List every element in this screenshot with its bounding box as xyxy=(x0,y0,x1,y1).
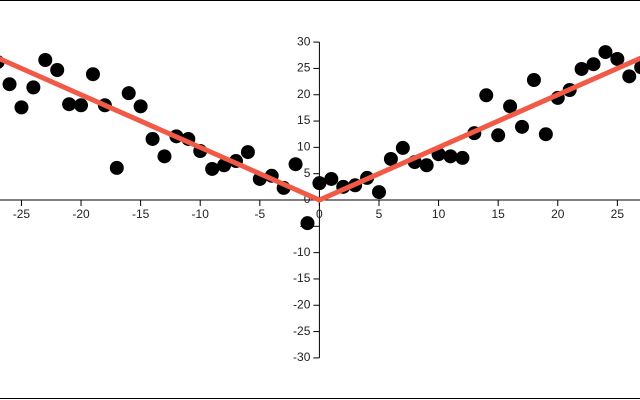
point xyxy=(538,127,553,142)
point xyxy=(419,158,434,173)
point xyxy=(38,53,53,67)
point xyxy=(586,57,601,72)
x-tick-label: 5 xyxy=(376,207,383,221)
point xyxy=(634,60,640,75)
point xyxy=(74,98,89,113)
point xyxy=(14,100,29,115)
trend-line xyxy=(0,55,640,203)
y-tick-label: 15 xyxy=(297,113,311,127)
x-tick-label: -5 xyxy=(254,207,265,221)
point xyxy=(288,157,303,172)
y-tick-label: -15 xyxy=(293,271,311,285)
x-tick-label: -10 xyxy=(192,207,210,221)
y-tick-label: 5 xyxy=(304,166,311,180)
point xyxy=(121,86,136,101)
point xyxy=(395,140,410,155)
point xyxy=(622,69,637,84)
y-tick-label: 30 xyxy=(297,34,311,48)
point xyxy=(515,119,530,134)
y-tick-label: -10 xyxy=(293,245,311,259)
point xyxy=(455,150,470,165)
x-tick-label: 15 xyxy=(491,207,505,221)
x-tick-label: 10 xyxy=(432,207,446,221)
point xyxy=(62,97,77,112)
point xyxy=(145,131,160,146)
point xyxy=(2,77,17,92)
y-tick-label: -20 xyxy=(293,297,311,311)
point xyxy=(205,161,220,176)
x-tick-label: 20 xyxy=(551,207,565,221)
point xyxy=(443,149,458,164)
point xyxy=(503,99,518,114)
point xyxy=(491,128,506,143)
point xyxy=(109,160,124,175)
point xyxy=(85,67,100,82)
y-tick-label: 25 xyxy=(297,61,311,75)
point xyxy=(157,149,172,164)
point xyxy=(50,63,65,77)
point xyxy=(26,80,41,95)
point xyxy=(383,151,398,166)
point xyxy=(240,145,255,160)
x-tick-label: 0 xyxy=(316,207,323,221)
x-tick-label: -15 xyxy=(132,207,150,221)
point xyxy=(479,88,494,103)
y-tick-label: 0 xyxy=(304,192,311,206)
point xyxy=(610,51,625,66)
y-tick-label: -30 xyxy=(293,350,311,364)
point xyxy=(574,61,589,76)
point xyxy=(300,216,315,231)
y-tick-label: 10 xyxy=(297,140,311,154)
x-tick-label: -20 xyxy=(72,207,90,221)
x-tick-label: 25 xyxy=(611,207,625,221)
x-tick-label: -25 xyxy=(13,207,31,221)
point xyxy=(371,185,386,200)
y-tick-label: 20 xyxy=(297,87,311,101)
point xyxy=(133,99,148,114)
point xyxy=(526,73,541,87)
point xyxy=(598,45,613,60)
y-tick-label: -25 xyxy=(293,324,311,338)
point xyxy=(324,171,339,186)
point xyxy=(312,176,327,191)
